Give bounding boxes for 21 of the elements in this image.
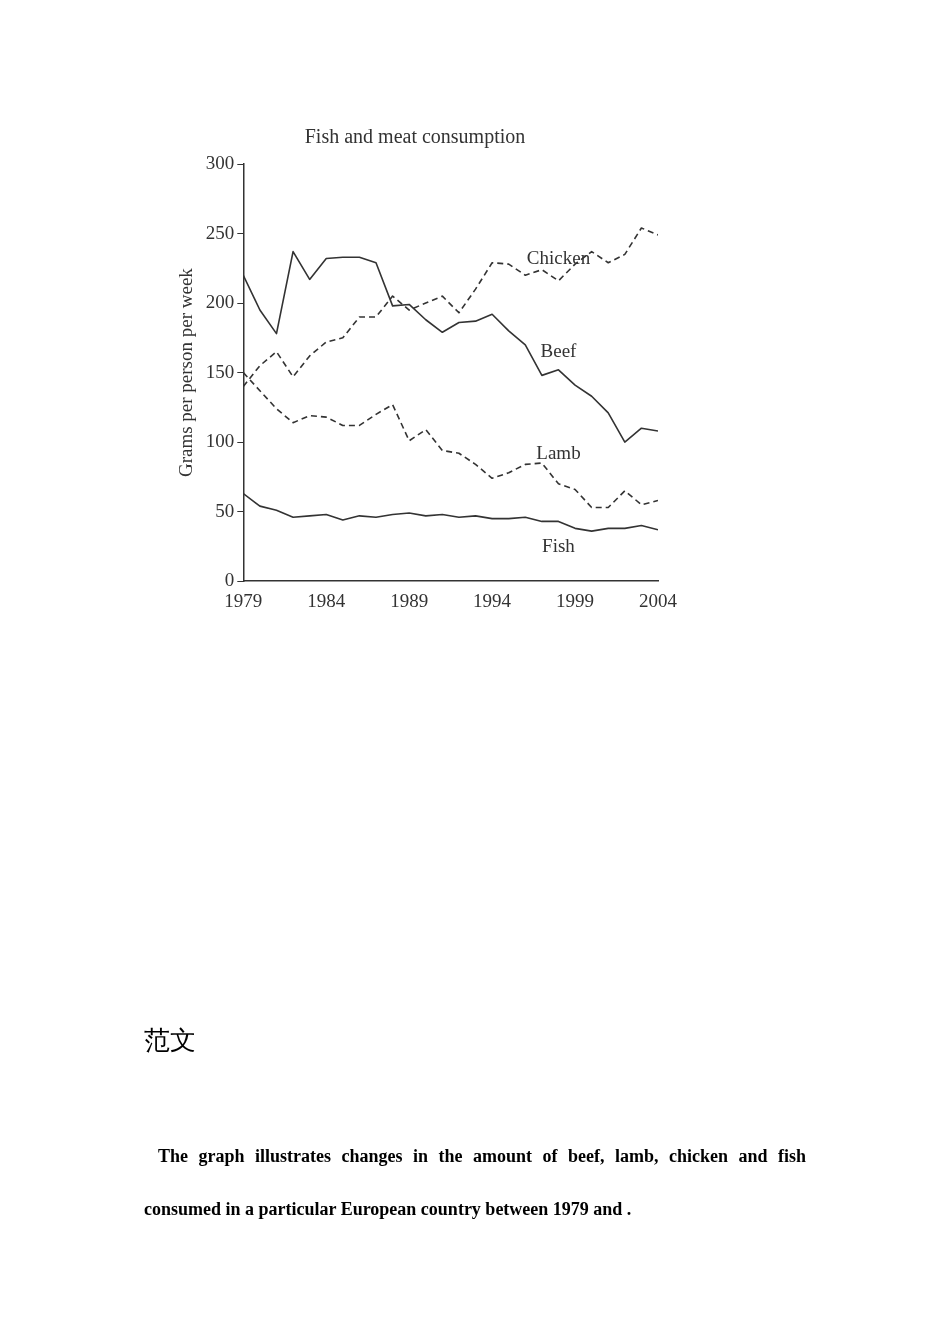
y-tick-label: 250 — [205, 221, 235, 243]
series-label: Lamb — [536, 441, 581, 463]
text: The graph illustrates changes in the amount of beef, lamb, chicken and fish consumed in a particular European country between 1979 and . — [144, 1146, 806, 1219]
x-tick-label: 2004 — [639, 589, 678, 611]
y-tick-label: 0 — [224, 569, 235, 591]
y-tick-label: 300 — [205, 151, 235, 173]
y-tick-label: 200 — [205, 291, 235, 313]
x-tick-label: 1999 — [556, 589, 595, 611]
series-label: Chicken — [526, 246, 591, 268]
y-tick-label: 150 — [205, 360, 235, 382]
x-tick-label: 1994 — [473, 589, 512, 611]
x-tick-label: 1979 — [224, 589, 263, 611]
y-axis-title: Grams per person per week — [175, 267, 197, 478]
y-tick-label: 100 — [205, 430, 235, 452]
series-label: Fish — [542, 535, 576, 557]
text: 范文 — [144, 1024, 196, 1057]
x-tick-label: 1989 — [390, 589, 429, 611]
y-tick-label: 50 — [215, 499, 235, 521]
series-label: Beef — [540, 339, 578, 361]
chart-title: Fish and meat consumption — [304, 125, 526, 149]
x-tick-label: 1984 — [307, 589, 346, 611]
